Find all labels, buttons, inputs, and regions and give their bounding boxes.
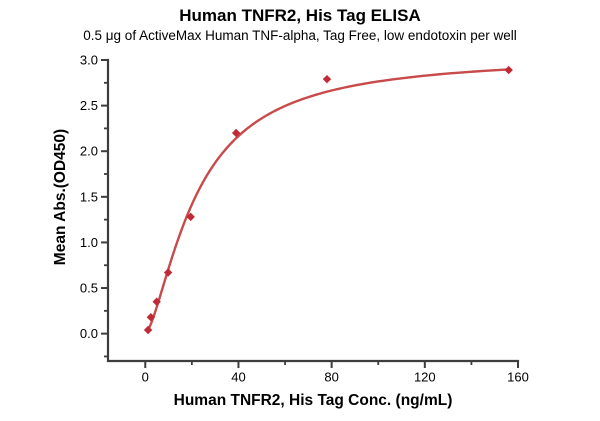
y-axis-tick-label: 2.0 bbox=[80, 144, 98, 159]
y-axis-tick-label: 0.5 bbox=[80, 281, 98, 296]
y-axis-tick-label: 1.5 bbox=[80, 189, 98, 204]
chart-subtitle: 0.5 μg of ActiveMax Human TNF-alpha, Tag… bbox=[83, 28, 517, 43]
axis-frame bbox=[106, 58, 520, 363]
y-axis-tick-label: 1.0 bbox=[80, 235, 98, 250]
y-axis-tick-label: 2.5 bbox=[80, 98, 98, 113]
data-point-marker bbox=[186, 212, 195, 222]
data-point-marker bbox=[163, 268, 173, 277]
x-axis-tick-label: 80 bbox=[324, 370, 338, 385]
data-point-marker bbox=[152, 297, 161, 306]
data-point-marker bbox=[504, 65, 513, 75]
x-axis-label: Human TNFR2, His Tag Conc. (ng/mL) bbox=[173, 392, 453, 409]
x-axis-tick-label: 0 bbox=[142, 370, 149, 385]
fit-curve bbox=[146, 68, 510, 332]
y-axis-tick-label: 3.0 bbox=[80, 53, 98, 68]
chart-title: Human TNFR2, His Tag ELISA bbox=[179, 6, 421, 25]
x-axis-tick-label: 160 bbox=[507, 370, 529, 385]
x-axis-tick-label: 40 bbox=[231, 370, 245, 385]
data-point-marker bbox=[143, 325, 153, 335]
data-point-marker bbox=[322, 74, 332, 84]
x-axis-tick-label: 120 bbox=[414, 370, 436, 385]
data-point-marker bbox=[231, 128, 241, 138]
data-point-marker bbox=[146, 313, 156, 322]
y-axis-tick-label: 0.0 bbox=[80, 326, 98, 341]
